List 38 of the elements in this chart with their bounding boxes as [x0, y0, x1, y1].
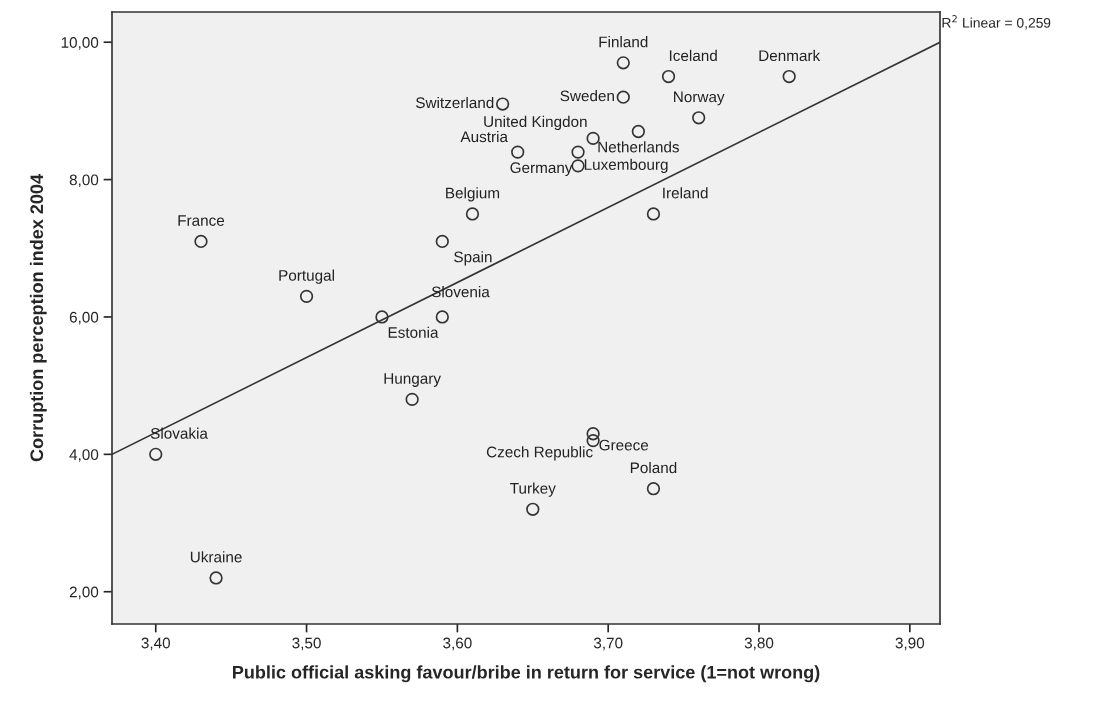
x-tick-label: 3,70 [593, 637, 623, 651]
annotation: Germany [510, 162, 573, 177]
annotation: Netherlands [598, 141, 679, 153]
annotation: Iceland [669, 49, 717, 62]
x-tick-label: 3,90 [895, 637, 925, 651]
annotation: Turkey [510, 482, 556, 497]
annotation: Luxembourg [584, 158, 668, 173]
annotation: Czech Republic [486, 446, 593, 461]
annotation: Spain [454, 251, 492, 266]
x-tick-label: 3,40 [141, 637, 171, 651]
x-tick-label: 3,80 [744, 637, 774, 651]
annotation: Switzerland [416, 96, 494, 109]
text: R$^{2}$ Linear = 0,259 [942, 15, 1051, 30]
annotation: Estonia [388, 326, 439, 338]
annotation: Portugal [279, 269, 334, 284]
annotation: United Kingdon [484, 115, 587, 131]
annotation: Greece [599, 439, 649, 451]
y-axis-title: Corruption perception index 2004 [29, 174, 47, 462]
x-tick-label: 3,50 [292, 637, 321, 651]
annotation: Slovakia [150, 427, 208, 439]
annotation: Austria [460, 130, 508, 143]
y-tick-label: 10,00 [61, 37, 99, 50]
annotation: Ukraine [190, 551, 242, 563]
y-tick-label: 6,00 [69, 311, 99, 325]
annotation: Ireland [663, 187, 708, 199]
y-tick-label: 8,00 [69, 174, 99, 188]
annotation: Denmark [759, 49, 821, 62]
y-tick-label: 2,00 [69, 586, 99, 600]
y-tick-label: 4,00 [69, 449, 99, 462]
x-axis-title: Public official asking favour/bribe in return for service (1=not wrong) [233, 665, 820, 683]
annotation: Hungary [384, 373, 441, 387]
annotation: Finland [599, 36, 648, 48]
x-tick-label: 3,60 [443, 637, 472, 651]
annotation: France [178, 215, 225, 226]
annotation: Sweden [560, 90, 614, 102]
annotation: Poland [630, 461, 677, 474]
annotation: Belgium [446, 187, 500, 202]
annotation: Norway [674, 91, 725, 106]
